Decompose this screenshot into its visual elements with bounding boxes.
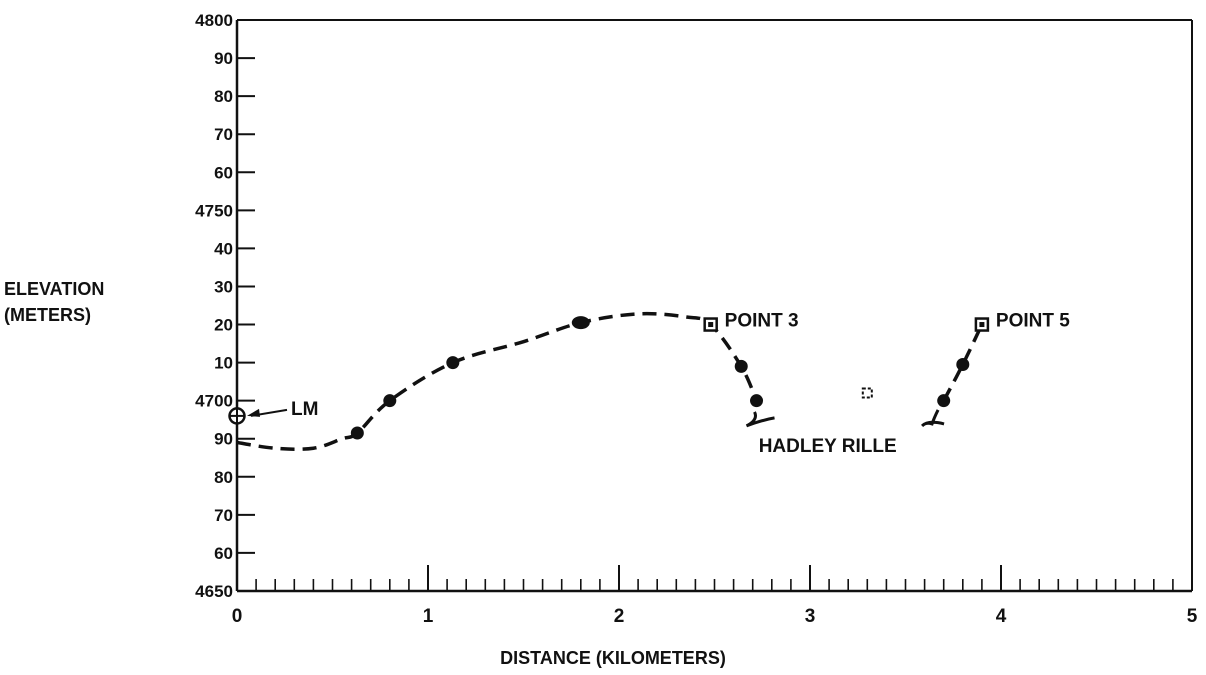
y-tick-label: 90 <box>214 49 233 68</box>
point3-label: POINT 3 <box>725 311 799 332</box>
x-axis-label-text: DISTANCE (KILOMETERS) <box>500 648 726 668</box>
x-axis-label: DISTANCE (KILOMETERS) <box>0 648 1206 669</box>
y-tick-label: 30 <box>214 277 233 296</box>
annotations: LM POINT 3 POINT 5 HADLEY RILLE <box>228 311 1070 457</box>
x-axis-ticks: 0 1 2 3 4 5 <box>232 565 1198 627</box>
profile-line-segment <box>236 311 759 451</box>
data-points <box>350 316 990 440</box>
point-dot <box>734 359 748 373</box>
hadley-rille-label: HADLEY RILLE <box>759 436 897 457</box>
y-axis-label: ELEVATION (METERS) <box>4 276 104 328</box>
x-tick-label: 5 <box>1187 606 1198 627</box>
y-tick-label: 60 <box>214 163 233 182</box>
plot-axes <box>235 19 1193 593</box>
y-tick-label: 90 <box>214 430 233 449</box>
x-tick-label: 3 <box>805 606 816 627</box>
y-tick-label: 4800 <box>195 11 233 30</box>
x-tick-label: 2 <box>614 606 625 627</box>
point-square-center <box>708 322 714 328</box>
y-tick-label: 60 <box>214 544 233 563</box>
point-dot <box>956 358 970 372</box>
point-dot <box>446 356 460 370</box>
y-tick-label: 20 <box>214 316 233 335</box>
point-dot <box>937 394 951 408</box>
y-axis-label-line-2: (METERS) <box>4 305 91 325</box>
y-axis-ticks: 4650 60 70 80 90 4700 10 20 30 40 4750 60 70 80 90 4800 <box>195 11 255 601</box>
point-dot <box>750 394 764 408</box>
x-tick-label: 1 <box>423 606 434 627</box>
y-tick-label: 10 <box>214 354 233 373</box>
y-axis-label-line-1: ELEVATION <box>4 279 105 299</box>
point5-label: POINT 5 <box>996 311 1070 332</box>
point-open-square <box>861 387 873 399</box>
y-tick-label: 80 <box>214 468 233 487</box>
y-tick-label: 4750 <box>195 201 233 220</box>
point-dot <box>383 394 397 408</box>
y-tick-label: 4650 <box>195 582 233 601</box>
x-tick-label: 4 <box>996 606 1007 627</box>
rille-edge-right-icon <box>920 409 945 428</box>
y-tick-label: 80 <box>214 87 233 106</box>
profile-series <box>236 311 984 451</box>
point-dot <box>571 316 590 330</box>
lm-arrow-head <box>247 408 260 417</box>
x-tick-label: 0 <box>232 606 243 627</box>
y-tick-label: 70 <box>214 506 233 525</box>
y-tick-label: 4700 <box>195 392 233 411</box>
y-tick-label: 70 <box>214 125 233 144</box>
y-tick-label: 40 <box>214 239 233 258</box>
rille-edge-left-icon <box>745 411 775 428</box>
lm-label: LM <box>291 399 318 420</box>
point-dot <box>350 426 364 440</box>
profile-line-segment <box>942 323 984 402</box>
point-square-center <box>979 322 985 328</box>
